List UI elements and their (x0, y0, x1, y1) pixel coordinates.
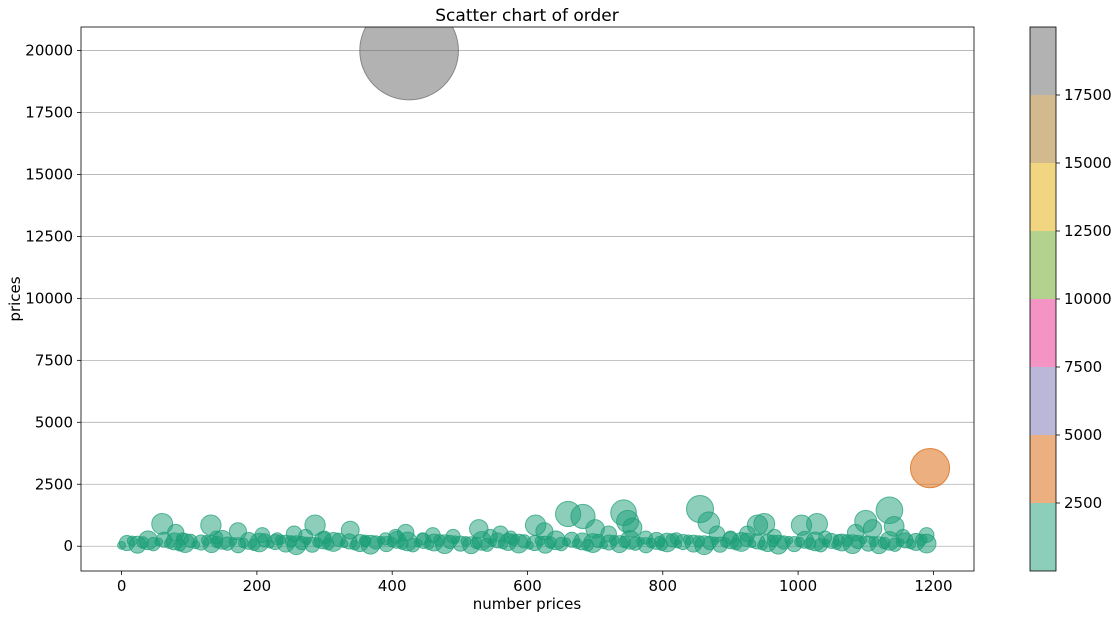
colorbar-band (1030, 503, 1056, 571)
y-tick-label: 2500 (35, 475, 73, 493)
y-tick-label: 17500 (25, 104, 73, 122)
y-axis-label: prices (6, 276, 24, 321)
colorbar-band (1030, 367, 1056, 435)
y-tick-label: 0 (63, 537, 73, 555)
scatter-point (304, 514, 326, 536)
plot-area-border (80, 26, 975, 572)
data-points (117, 27, 951, 556)
colorbar-tick-label: 7500 (1064, 358, 1102, 376)
colorbar-band (1030, 435, 1056, 503)
y-tick-label: 12500 (25, 227, 73, 245)
colorbar-tick-label: 5000 (1064, 426, 1102, 444)
y-tick-label: 10000 (25, 289, 73, 307)
y-tick-label: 5000 (35, 413, 73, 431)
y-axis-ticks: 0 2500 5000 7500 10000 12500 15000 17500 20000 (25, 42, 81, 555)
scatter-point (909, 448, 951, 489)
colorbar: 2500 5000 7500 10000 12500 15000 17500 (1029, 26, 1112, 572)
colorbar-band (1030, 95, 1056, 163)
colorbar-tick-label: 17500 (1064, 86, 1112, 104)
y-tick-label: 15000 (25, 165, 73, 183)
x-axis-ticks: 0 200 400 600 800 1000 1200 (117, 571, 953, 595)
scatter-point (916, 533, 937, 554)
colorbar-tick-label: 12500 (1064, 222, 1112, 240)
x-tick-label: 600 (513, 577, 542, 595)
x-tick-label: 1000 (779, 577, 817, 595)
x-tick-label: 800 (648, 577, 677, 595)
scatter-point (862, 519, 883, 539)
colorbar-band (1030, 231, 1056, 299)
scatter-point (359, 27, 459, 101)
colorbar-tick-label: 2500 (1064, 494, 1102, 512)
colorbar-tick-label: 15000 (1064, 154, 1112, 172)
x-axis-label: number prices (473, 595, 582, 613)
y-tick-label: 7500 (35, 351, 73, 369)
colorbar-band (1030, 299, 1056, 367)
colorbar-tick-label: 10000 (1064, 290, 1112, 308)
gridlines (81, 50, 974, 547)
x-tick-label: 400 (378, 577, 407, 595)
x-tick-label: 200 (243, 577, 272, 595)
y-tick-label: 20000 (25, 42, 73, 60)
colorbar-band (1030, 163, 1056, 231)
chart-title: Scatter chart of order (435, 6, 618, 26)
x-tick-label: 1200 (914, 577, 952, 595)
colorbar-band (1030, 27, 1056, 95)
x-tick-label: 0 (117, 577, 127, 595)
